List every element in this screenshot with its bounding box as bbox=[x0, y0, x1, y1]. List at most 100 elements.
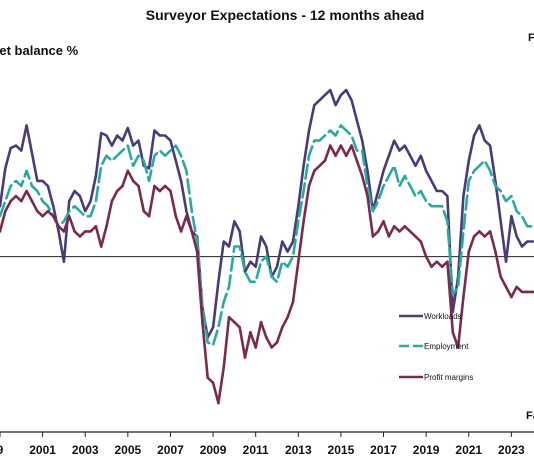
data-point bbox=[35, 209, 39, 213]
data-point bbox=[414, 235, 417, 238]
data-point bbox=[105, 225, 108, 228]
data-point bbox=[435, 260, 439, 263]
data-point bbox=[382, 219, 385, 223]
x-tick-label: 9 bbox=[0, 443, 4, 457]
legend-label: Workloads bbox=[424, 312, 462, 321]
data-point bbox=[323, 159, 327, 163]
data-point bbox=[515, 285, 518, 289]
data-point bbox=[360, 174, 364, 178]
data-point bbox=[376, 230, 380, 233]
data-point bbox=[286, 315, 289, 319]
data-point bbox=[472, 235, 476, 238]
data-point bbox=[366, 194, 369, 198]
x-tick-label: 2023 bbox=[498, 443, 525, 457]
series-line-profit-margins bbox=[0, 144, 534, 405]
data-point bbox=[339, 144, 343, 147]
data-point bbox=[83, 230, 87, 233]
data-point bbox=[9, 199, 12, 203]
series-line-workloads bbox=[0, 88, 534, 339]
data-point bbox=[163, 184, 167, 188]
data-point bbox=[259, 320, 263, 324]
data-point bbox=[201, 320, 204, 324]
data-point bbox=[275, 341, 279, 344]
data-point bbox=[46, 209, 50, 213]
data-point bbox=[419, 240, 423, 243]
legend-label: Profit margins bbox=[424, 373, 473, 382]
x-tick-label: 2003 bbox=[72, 443, 99, 457]
data-point bbox=[312, 169, 316, 173]
series-line-employment bbox=[0, 124, 534, 347]
data-point bbox=[270, 346, 273, 349]
data-point bbox=[355, 159, 359, 163]
x-tick-label: 2009 bbox=[200, 443, 227, 457]
data-point bbox=[62, 230, 66, 233]
data-point bbox=[243, 356, 247, 359]
data-point bbox=[89, 230, 92, 233]
data-point bbox=[217, 401, 220, 405]
data-point bbox=[206, 376, 210, 380]
data-point bbox=[4, 209, 7, 213]
data-point bbox=[99, 245, 103, 248]
data-point bbox=[430, 265, 433, 269]
x-tick-label: 2011 bbox=[243, 443, 269, 457]
data-point bbox=[153, 184, 156, 188]
data-point bbox=[440, 265, 444, 269]
data-point bbox=[41, 214, 44, 218]
data-point bbox=[296, 260, 300, 263]
data-point bbox=[67, 214, 71, 218]
data-point bbox=[174, 214, 178, 218]
data-point bbox=[254, 346, 257, 349]
data-point bbox=[318, 164, 321, 168]
data-point bbox=[185, 214, 188, 218]
data-point bbox=[110, 199, 114, 203]
data-point bbox=[147, 214, 151, 218]
data-point bbox=[392, 225, 396, 228]
data-point bbox=[446, 260, 449, 263]
data-point bbox=[57, 225, 60, 228]
data-point bbox=[462, 295, 465, 299]
data-point bbox=[451, 331, 455, 334]
data-point bbox=[78, 235, 82, 238]
data-point bbox=[302, 219, 305, 223]
data-point bbox=[499, 275, 503, 279]
data-point bbox=[158, 189, 162, 193]
data-point bbox=[169, 189, 172, 193]
data-point bbox=[30, 199, 34, 203]
data-point bbox=[265, 336, 268, 339]
data-point bbox=[504, 285, 508, 289]
data-point bbox=[483, 235, 487, 238]
data-point bbox=[344, 154, 348, 157]
data-point bbox=[25, 189, 28, 193]
data-point bbox=[334, 154, 337, 157]
data-point bbox=[510, 295, 513, 299]
data-point bbox=[526, 290, 529, 294]
data-point bbox=[142, 209, 146, 213]
data-point bbox=[73, 230, 76, 233]
data-point bbox=[424, 255, 428, 258]
data-point bbox=[467, 250, 471, 253]
data-point bbox=[494, 250, 497, 253]
data-point bbox=[307, 184, 311, 188]
legend-label: Employment bbox=[424, 342, 469, 351]
data-point bbox=[51, 214, 55, 218]
data-point bbox=[126, 169, 130, 173]
x-tick-label: 2021 bbox=[455, 443, 482, 457]
data-point bbox=[227, 315, 231, 319]
data-point bbox=[0, 230, 2, 233]
data-point bbox=[488, 230, 492, 233]
data-point bbox=[328, 144, 332, 147]
data-point bbox=[131, 179, 135, 183]
data-point bbox=[233, 320, 236, 324]
data-point bbox=[14, 194, 18, 198]
data-point bbox=[179, 230, 183, 233]
data-point bbox=[531, 290, 534, 294]
data-point bbox=[115, 189, 119, 193]
x-tick-label: 2013 bbox=[285, 443, 312, 457]
data-point bbox=[387, 235, 391, 238]
corner-label-bottom: Fa bbox=[526, 410, 534, 422]
data-point bbox=[137, 184, 140, 188]
x-tick-label: 2019 bbox=[413, 443, 440, 457]
corner-label-top: F bbox=[528, 32, 534, 44]
data-point bbox=[291, 300, 295, 304]
